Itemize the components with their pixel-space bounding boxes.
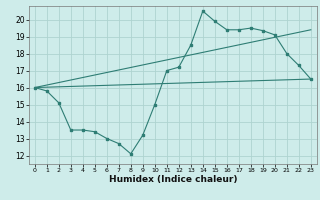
X-axis label: Humidex (Indice chaleur): Humidex (Indice chaleur) xyxy=(108,175,237,184)
